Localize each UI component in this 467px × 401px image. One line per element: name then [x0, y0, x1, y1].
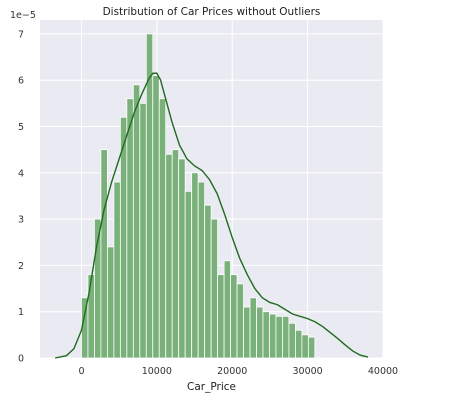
y-axis-ticks: 0 1 2 3 4 5 6 7	[18, 29, 24, 364]
y-tick-label: 4	[18, 168, 24, 179]
histogram-bar	[197, 181, 206, 359]
y-scale-label: 1e−5	[10, 10, 36, 21]
histogram-bar	[126, 98, 134, 359]
histogram-bar	[178, 158, 186, 359]
histogram-bar	[171, 149, 180, 359]
y-tick-label: 7	[18, 29, 24, 40]
x-tick-label: 10000	[142, 366, 172, 377]
x-tick-label: 40000	[368, 366, 398, 377]
histogram-bar	[87, 274, 95, 359]
kde-curve	[54, 72, 369, 359]
histogram-bar	[256, 306, 264, 359]
histogram-bar	[158, 98, 167, 359]
histogram-bar	[269, 313, 277, 359]
histogram-bars	[81, 33, 316, 359]
histogram-bar	[282, 315, 290, 359]
x-tick-label: 30000	[292, 366, 322, 377]
histogram-bar	[262, 311, 270, 359]
histogram-bar	[191, 172, 199, 359]
histogram-bar	[217, 274, 225, 359]
histogram-bar	[243, 306, 251, 359]
histogram-bar	[307, 336, 316, 359]
histogram-bar	[288, 322, 296, 359]
x-axis-label: Car_Price	[187, 381, 236, 393]
y-tick-label: 6	[18, 76, 24, 87]
histogram-bar	[184, 190, 193, 359]
y-tick-label: 0	[18, 354, 24, 365]
x-tick-label: 0	[78, 366, 84, 377]
histogram-bar	[223, 260, 231, 359]
y-tick-label: 3	[18, 215, 24, 226]
histogram-bar	[210, 218, 219, 359]
chart-title: Distribution of Car Prices without Outli…	[103, 6, 321, 18]
x-axis-ticks: 0 10000 20000 30000 40000	[78, 366, 398, 377]
histogram-bar	[236, 283, 244, 359]
histogram-bar	[132, 84, 141, 359]
y-tick-label: 5	[18, 122, 24, 133]
histogram-bar	[275, 315, 283, 359]
histogram-bar	[230, 274, 238, 359]
histogram-bar	[295, 329, 303, 359]
histogram-bar	[301, 334, 309, 359]
y-tick-label: 2	[18, 261, 24, 272]
histogram-bar	[113, 181, 121, 359]
y-tick-label: 1	[18, 307, 24, 318]
histogram-bar	[100, 149, 108, 359]
histogram-bar	[165, 153, 173, 359]
histogram-bar	[152, 75, 160, 359]
histogram-bar	[139, 102, 147, 359]
histogram-bar	[204, 204, 212, 359]
x-tick-label: 20000	[217, 366, 247, 377]
histogram-bar	[249, 297, 257, 359]
histogram-bar	[106, 246, 115, 359]
